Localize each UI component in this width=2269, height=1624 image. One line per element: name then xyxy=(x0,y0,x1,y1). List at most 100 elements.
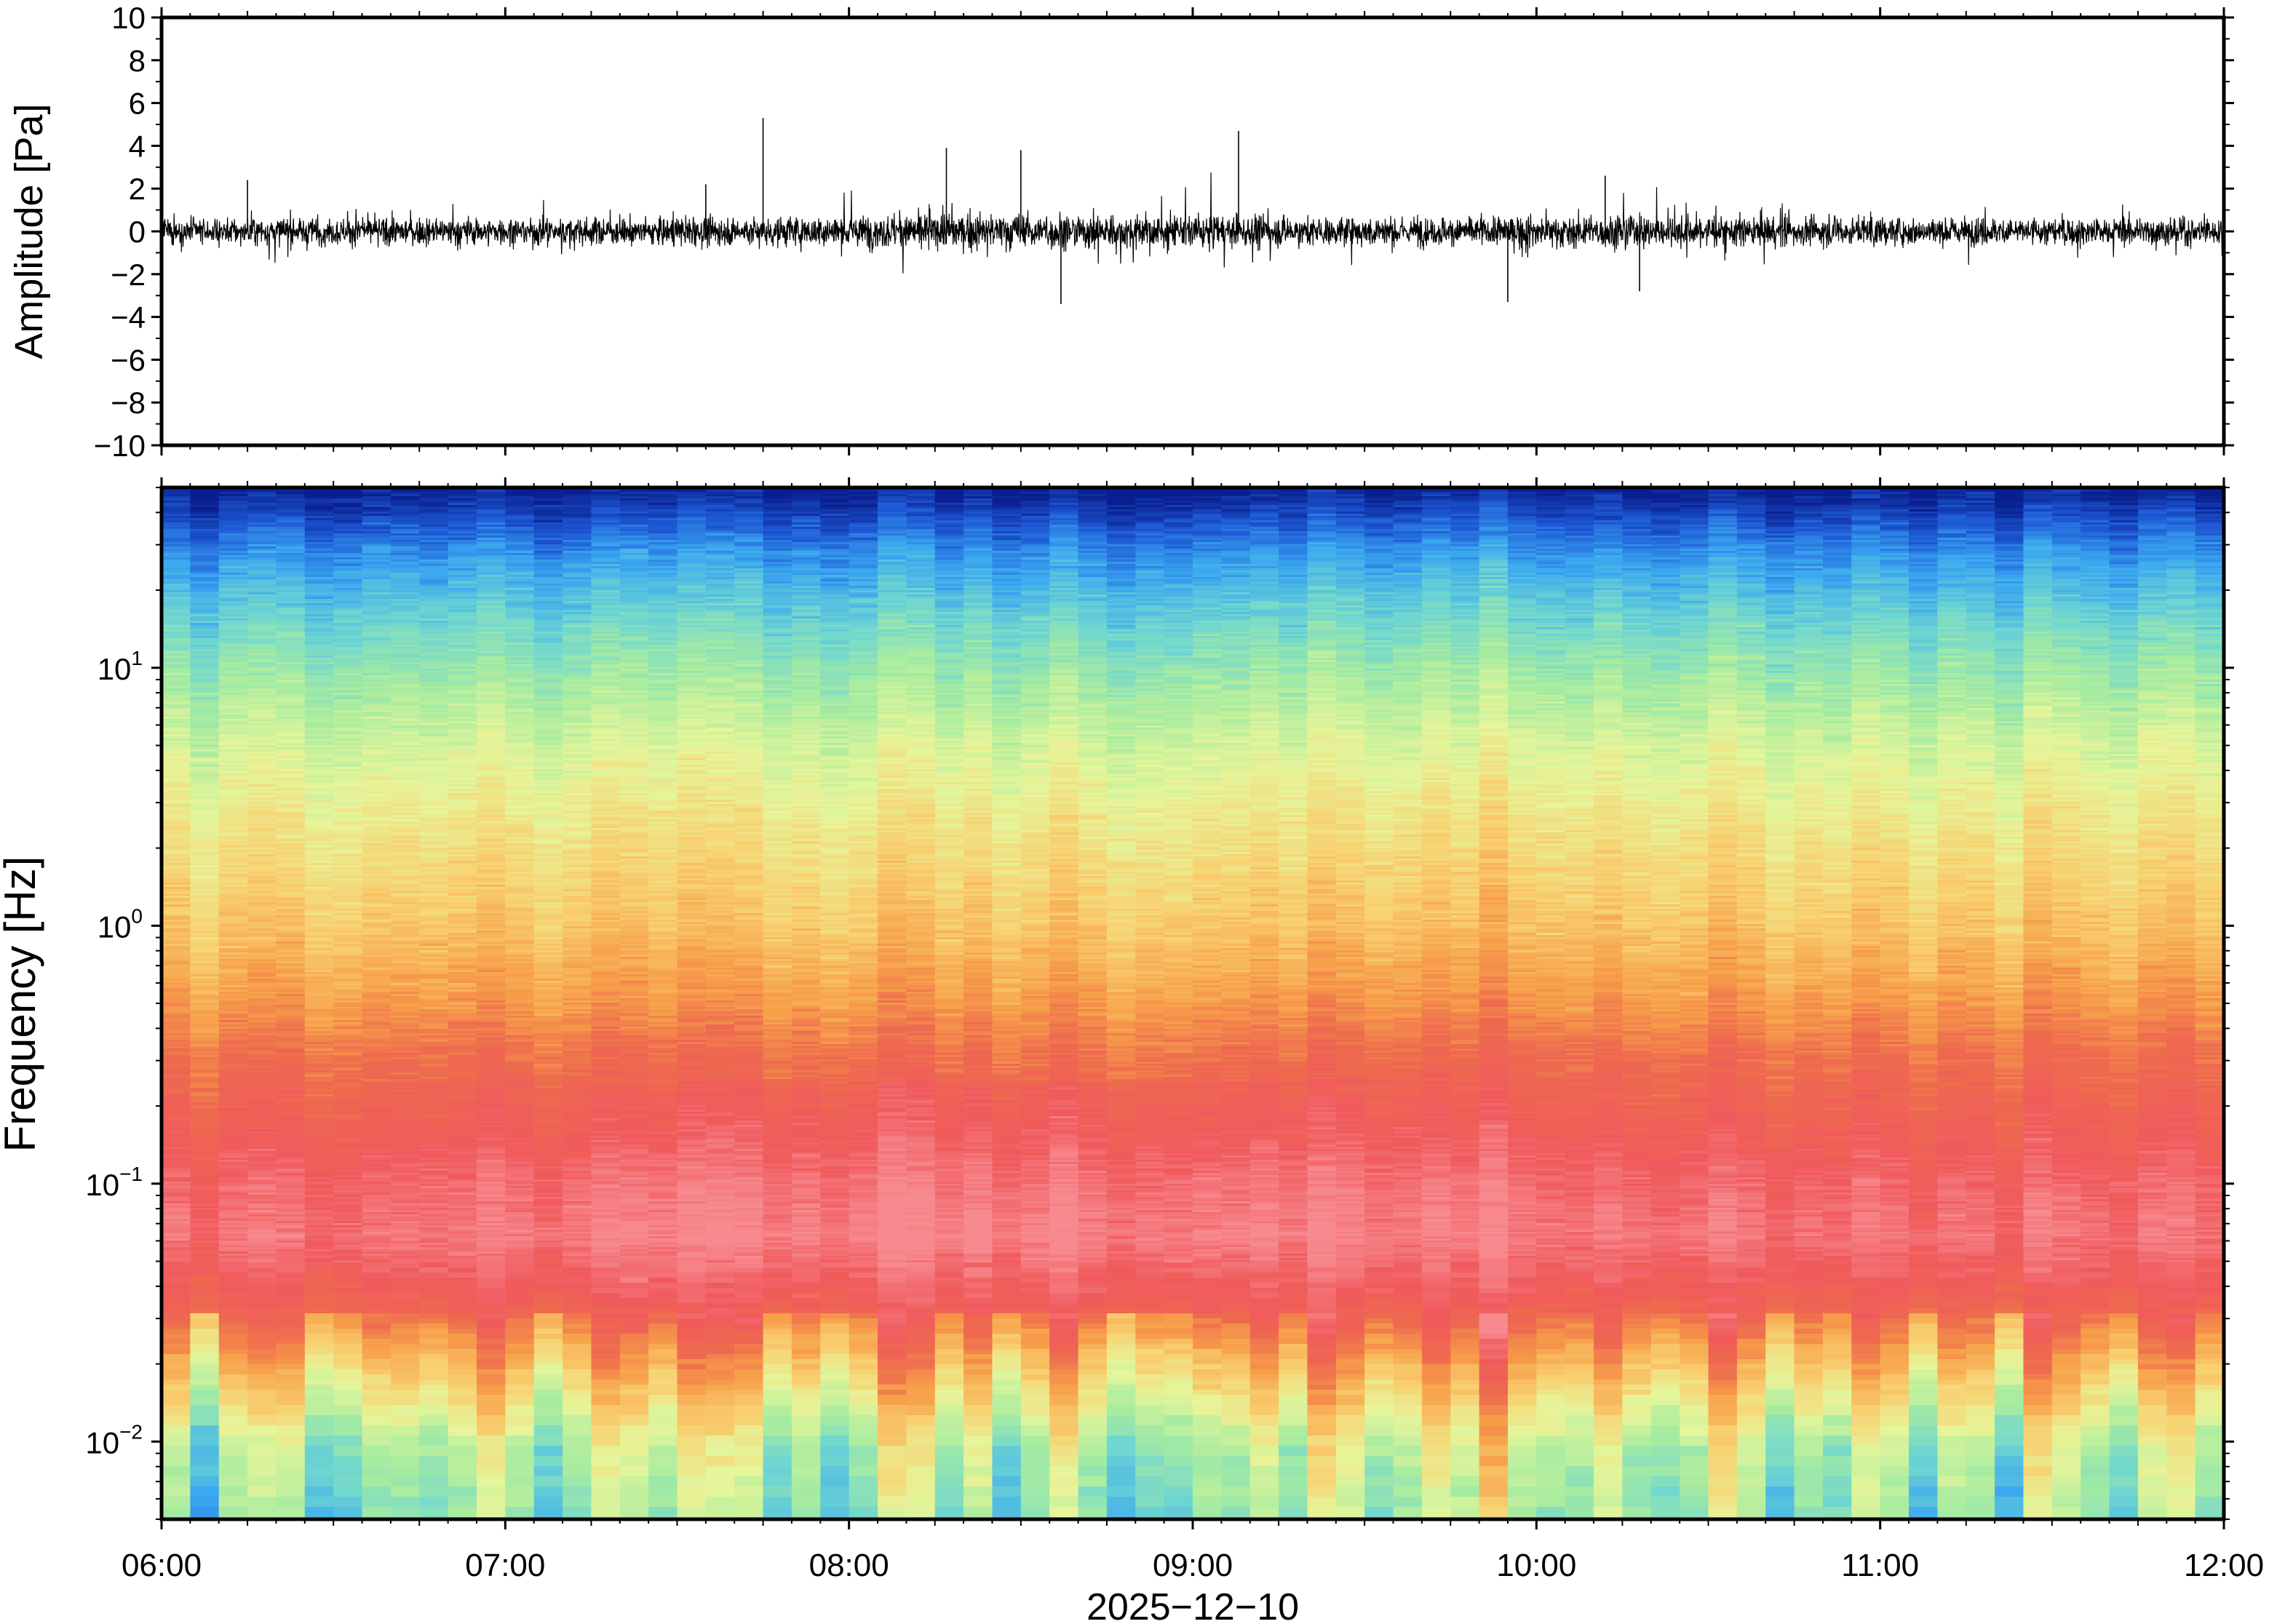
spectrogram-cell xyxy=(505,494,535,497)
spectrogram-cell xyxy=(963,540,993,543)
spectrogram-cell xyxy=(1736,492,1766,495)
spectrogram-cell xyxy=(1736,514,1766,517)
spectrogram-cell xyxy=(1279,555,1308,558)
spectrogram-cell xyxy=(1364,490,1394,493)
spectrogram-cell xyxy=(1020,490,1050,493)
spectrogram-cell xyxy=(820,546,850,549)
spectrogram-cell xyxy=(878,522,907,525)
spectrogram-cell xyxy=(304,525,334,528)
spectrogram-cell xyxy=(992,536,1022,538)
spectrogram-cell xyxy=(476,555,506,558)
spectrogram-cell xyxy=(1594,544,1624,547)
spectrogram-cell xyxy=(849,557,878,560)
spectrogram-cell xyxy=(1851,509,1881,512)
spectrogram-cell xyxy=(1106,516,1136,519)
spectrogram-cell xyxy=(849,562,878,565)
spectrogram-cell xyxy=(1565,518,1594,521)
spectrogram-cell xyxy=(849,516,878,519)
spectrogram-cell xyxy=(734,544,764,547)
spectrogram-cell xyxy=(791,533,821,536)
spectrogram-cell xyxy=(1680,518,1709,521)
spectrogram-cell xyxy=(448,505,477,508)
spectrogram-cell xyxy=(1995,492,2024,495)
spectrogram-cell xyxy=(1135,490,1165,493)
spectrogram-cell xyxy=(1822,560,1852,562)
spectrogram-cell xyxy=(1708,505,1738,508)
spectrogram-cell xyxy=(218,505,248,508)
spectrogram-cell xyxy=(1479,494,1509,497)
spectrogram-cell xyxy=(734,527,764,530)
spectrogram-cell xyxy=(963,560,993,562)
spectrogram-cell xyxy=(2051,522,2081,525)
spectrogram-cell xyxy=(849,518,878,521)
spectrogram-cell xyxy=(1622,512,1652,514)
spectrogram-cell xyxy=(247,536,277,538)
spectrogram-cell xyxy=(1937,531,1967,534)
spectrogram-cell xyxy=(476,498,506,501)
spectrogram-cell xyxy=(1078,522,1108,525)
spectrogram-cell xyxy=(1279,549,1308,552)
spectrogram-cell xyxy=(563,546,592,549)
spectrogram-cell xyxy=(1393,549,1423,552)
spectrogram-cell xyxy=(1995,557,2024,560)
spectrogram-cell xyxy=(1279,557,1308,560)
spectrogram-cell xyxy=(2137,531,2167,534)
spectrogram-cell xyxy=(2195,549,2224,552)
spectrogram-cell xyxy=(1193,546,1222,549)
spectrogram-cell xyxy=(849,492,878,495)
spectrogram-cell xyxy=(1937,533,1967,536)
spectrogram-cell xyxy=(1364,536,1394,538)
spectrogram-cell xyxy=(1594,501,1624,503)
spectrogram-cell xyxy=(1364,496,1394,499)
spectrogram-cell xyxy=(476,518,506,521)
spectrogram-cell xyxy=(2166,518,2196,521)
spectrogram-cell xyxy=(2109,490,2139,493)
spectrogram-cell xyxy=(878,531,907,534)
spectrogram-cell xyxy=(934,557,964,560)
spectrogram-cell xyxy=(563,501,592,503)
spectrogram-cell xyxy=(190,544,220,547)
spectrogram-cell xyxy=(505,505,535,508)
spectrogram-cell xyxy=(1164,538,1193,541)
spectrogram-cell xyxy=(1909,503,1938,506)
spectrogram-cell xyxy=(820,542,850,545)
spectrogram-cell xyxy=(1421,540,1451,543)
spectrogram-cell xyxy=(1249,492,1279,495)
spectrogram-cell xyxy=(1909,533,1938,536)
spectrogram-cell xyxy=(1966,507,1995,510)
spectrogram-cell xyxy=(1221,494,1251,497)
spectrogram-cell xyxy=(247,507,277,510)
spectrogram-cell xyxy=(247,560,277,562)
spectrogram-cell xyxy=(1507,544,1537,547)
spectrogram-cell xyxy=(1909,538,1938,541)
spectrogram-cell xyxy=(1164,501,1193,503)
spectrogram-cell xyxy=(2137,518,2167,521)
spectrogram-cell xyxy=(1249,529,1279,532)
spectrogram-cell xyxy=(1650,522,1680,525)
spectrogram-cell xyxy=(276,551,306,554)
spectrogram-cell xyxy=(162,522,191,525)
spectrogram-cell xyxy=(1880,518,1910,521)
spectrogram-cell xyxy=(849,546,878,549)
spectrogram-cell xyxy=(362,525,392,528)
spectrogram-cell xyxy=(677,538,707,541)
spectrogram-cell xyxy=(1822,546,1852,549)
spectrogram-cell xyxy=(2109,514,2139,517)
spectrogram-cell xyxy=(1135,560,1165,562)
spectrogram-cell xyxy=(1565,501,1594,503)
spectrogram-cell xyxy=(276,542,306,545)
spectrogram-cell xyxy=(1049,529,1079,532)
spectrogram-cell xyxy=(963,514,993,517)
spectrogram-cell xyxy=(1193,520,1222,523)
spectrogram-cell xyxy=(218,555,248,558)
spectrogram-cell xyxy=(1794,546,1824,549)
spectrogram-cell xyxy=(2023,531,2053,534)
spectrogram-cell xyxy=(1135,546,1165,549)
spectrogram-cell xyxy=(734,509,764,512)
spectrogram-cell xyxy=(1880,544,1910,547)
spectrogram-cell xyxy=(1650,540,1680,543)
spectrogram-cell xyxy=(619,557,649,560)
spectrogram-cell xyxy=(218,490,248,493)
spectrogram-cell xyxy=(2166,496,2196,499)
spectrogram-cell xyxy=(878,546,907,549)
